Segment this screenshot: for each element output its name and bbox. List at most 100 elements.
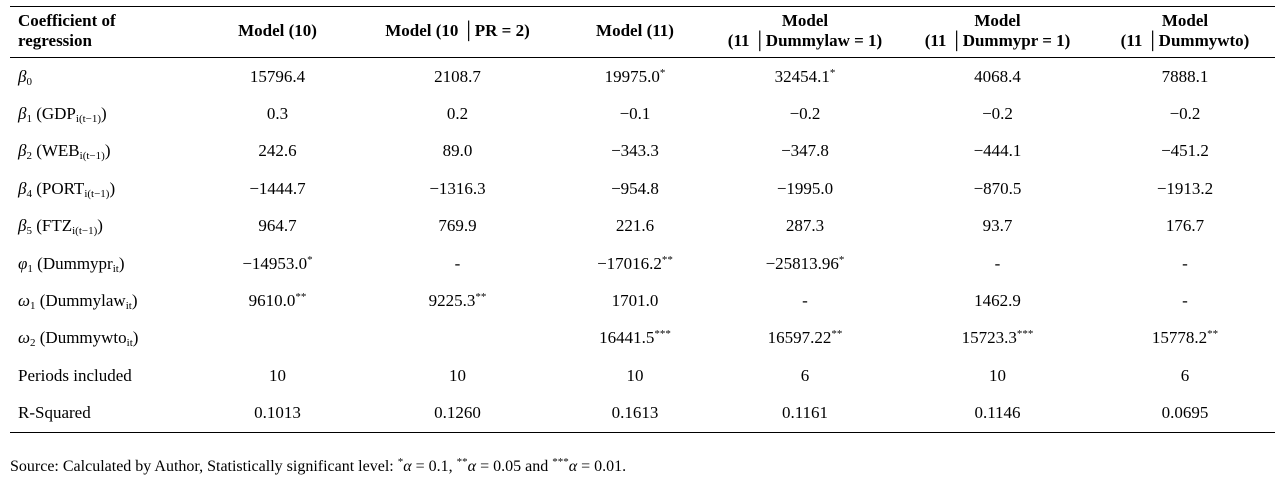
variable-name: Periods included — [18, 365, 132, 385]
coefficient-symbol: β — [18, 66, 27, 86]
cell-value: 4068.4 — [974, 66, 1021, 86]
table-cell: −25813.96* — [710, 245, 900, 282]
header-model-6: Model (11 │Dummywto) — [1095, 7, 1275, 58]
footnote-level-3: = 0.01. — [577, 458, 627, 475]
table-cell: −0.2 — [900, 95, 1095, 132]
variable-subscript: it — [125, 300, 132, 313]
table-cell: 10 — [200, 357, 355, 394]
cell-value: 6 — [1180, 365, 1190, 385]
cell-value: 15778.2 — [1151, 328, 1208, 348]
cell-value: −17016.2 — [597, 253, 662, 273]
header-line-1: Model — [974, 11, 1021, 30]
cell-value: 0.1161 — [781, 403, 829, 423]
coefficient-symbol: ω — [18, 328, 31, 348]
table-cell: −14953.0* — [200, 245, 355, 282]
cell-value: −1444.7 — [249, 178, 306, 198]
cell-value: 1462.9 — [974, 291, 1021, 311]
row-label: β0 — [10, 58, 200, 96]
cell-value: 0.3 — [266, 104, 289, 124]
variable-subscript: i(t−1) — [84, 187, 110, 200]
table-cell: 6 — [1095, 357, 1275, 394]
significance-stars: *** — [654, 328, 671, 341]
variable-name: (Dummywto — [35, 328, 127, 348]
variable-suffix: ) — [104, 141, 111, 161]
cell-value: −1995.0 — [776, 178, 834, 198]
variable-suffix: ) — [109, 178, 116, 198]
header-line-1: Model (10) — [238, 21, 317, 40]
table-row: β2 (WEBi(t−1)) 242.6 89.0 −343.3 −347.8 −444.… — [10, 133, 1275, 170]
coefficient-subscript: 1 — [26, 113, 32, 126]
coefficient-symbol: β — [18, 104, 27, 124]
table-cell: 15796.4 — [200, 58, 355, 96]
cell-value: 89.0 — [442, 141, 473, 161]
table-cell: 16441.5*** — [560, 320, 710, 357]
table-cell: 10 — [560, 357, 710, 394]
table-cell: 93.7 — [900, 208, 1095, 245]
table-cell: 0.1161 — [710, 395, 900, 433]
header-line-2: (11 │Dummywto) — [1120, 31, 1250, 50]
footnote-star-2: ** — [456, 456, 468, 468]
header-line-1: Model — [781, 11, 829, 30]
cell-value: - — [994, 253, 1001, 273]
cell-value: −1316.3 — [429, 178, 486, 198]
row-label: ω1 (Dummylawit) — [10, 282, 200, 319]
table-cell: 242.6 — [200, 133, 355, 170]
cell-value: 0.0695 — [1161, 403, 1209, 423]
table-row: φ1 (Dummyprit) −14953.0* - −17016.2** −25813… — [10, 245, 1275, 282]
table-row: β0 15796.4 2108.7 19975.0* 32454.1* 4068.4 788… — [10, 58, 1275, 96]
cell-value: 16597.22 — [767, 328, 832, 348]
cell-value: 93.7 — [982, 216, 1013, 236]
significance-stars: ** — [475, 291, 487, 304]
significance-stars: * — [659, 66, 666, 79]
table-cell: 0.1260 — [355, 395, 560, 433]
header-model-3: Model (11) — [560, 7, 710, 58]
table-cell: −1995.0 — [710, 170, 900, 207]
cell-value: 221.6 — [615, 216, 655, 236]
table-cell: 0.0695 — [1095, 395, 1275, 433]
table-row: β5 (FTZi(t−1)) 964.7 769.9 221.6 287.3 93.7 17… — [10, 208, 1275, 245]
coefficient-subscript: 1 — [27, 262, 33, 275]
significance-stars: * — [829, 66, 836, 79]
table-cell: −347.8 — [710, 133, 900, 170]
header-line-1: Model (10 │PR = 2) — [385, 21, 530, 40]
variable-name: (Dummylaw — [35, 291, 126, 311]
table-cell: 964.7 — [200, 208, 355, 245]
cell-value: 1701.0 — [611, 291, 659, 311]
table-cell: 287.3 — [710, 208, 900, 245]
table-cell: 15778.2** — [1095, 320, 1275, 357]
table-cell — [355, 320, 560, 357]
table-cell: - — [1095, 282, 1275, 319]
coefficient-symbol: β — [18, 216, 27, 236]
significance-stars: * — [838, 253, 845, 266]
table-row: Periods included 10 10 10 6 10 6 — [10, 357, 1275, 394]
cell-value: 32454.1 — [774, 66, 830, 86]
coefficient-subscript: 2 — [26, 150, 32, 163]
cell-value: −0.2 — [789, 104, 821, 124]
cell-value: 9610.0 — [248, 291, 296, 311]
coefficient-subscript: 1 — [30, 300, 36, 313]
regression-table-container: Coefficient of regression Model (10) Model … — [10, 6, 1275, 433]
cell-value: 0.1146 — [974, 403, 1021, 423]
table-cell: 1462.9 — [900, 282, 1095, 319]
header-line-2: (11 │Dummypr = 1) — [924, 31, 1071, 50]
cell-value: 10 — [269, 365, 286, 385]
cell-value: 242.6 — [258, 141, 297, 161]
cell-value: 10 — [449, 365, 466, 385]
table-cell: −870.5 — [900, 170, 1095, 207]
cell-value: −0.2 — [982, 104, 1013, 124]
row-label: φ1 (Dummyprit) — [10, 245, 200, 282]
cell-value: - — [454, 253, 461, 273]
table-cell: 221.6 — [560, 208, 710, 245]
variable-subscript: it — [112, 262, 119, 275]
cell-value: 10 — [989, 365, 1006, 385]
table-cell: 0.1146 — [900, 395, 1095, 433]
header-line-2: (11 │Dummylaw = 1) — [727, 31, 883, 50]
variable-name: (GDP — [31, 104, 76, 124]
table-footnote: Source: Calculated by Author, Statistica… — [10, 456, 627, 476]
coefficient-subscript: 0 — [26, 75, 32, 88]
row-label: β5 (FTZi(t−1)) — [10, 208, 200, 245]
table-cell: 9610.0** — [200, 282, 355, 319]
regression-table: Coefficient of regression Model (10) Model … — [10, 6, 1275, 433]
variable-suffix: ) — [131, 291, 138, 311]
cell-value: 6 — [800, 365, 810, 385]
